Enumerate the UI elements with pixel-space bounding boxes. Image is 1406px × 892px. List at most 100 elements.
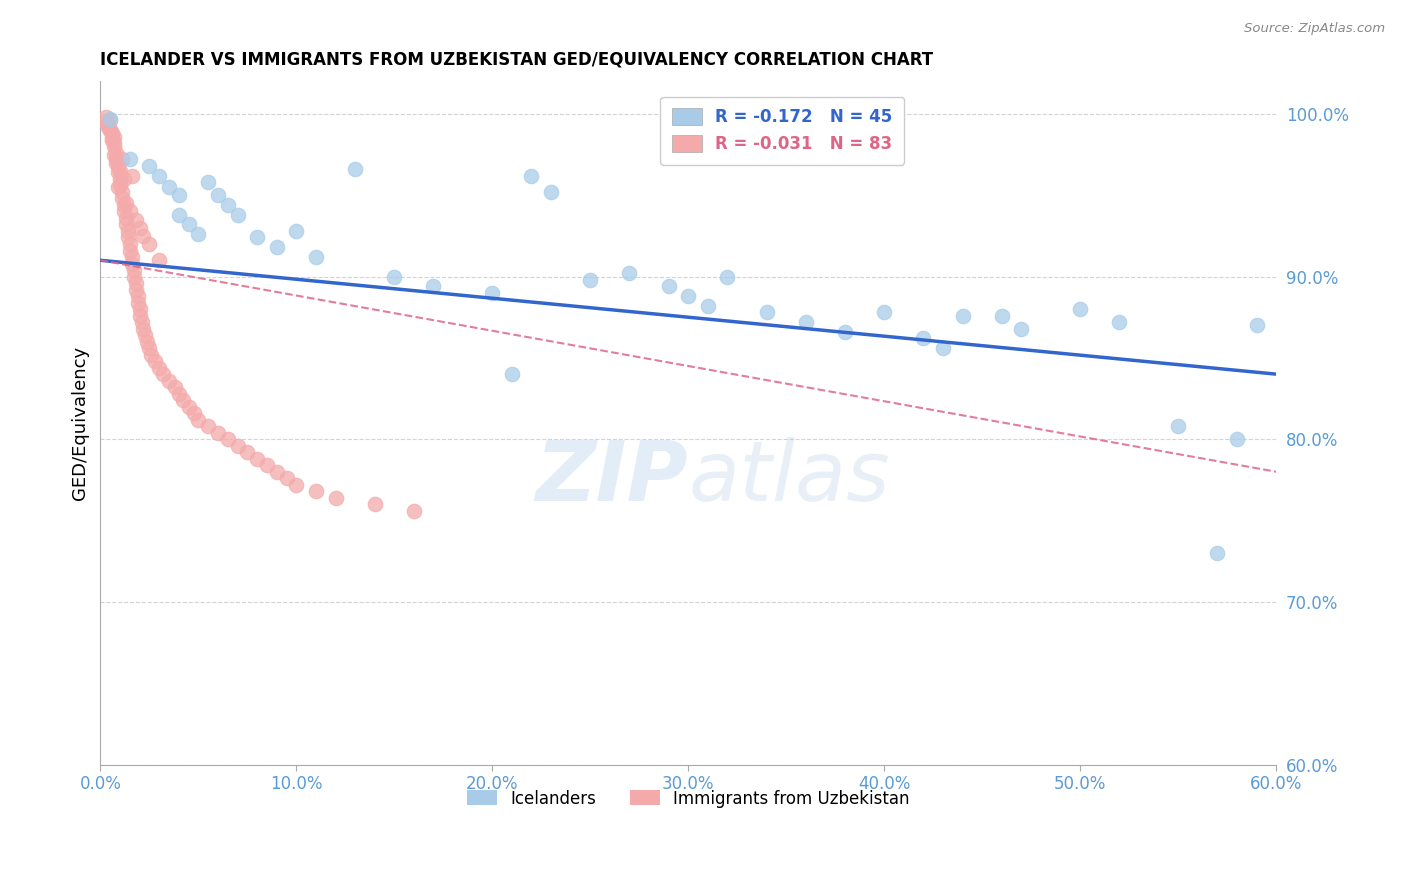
Point — [658, 279, 681, 293]
Point — [1167, 419, 1189, 434]
Point — [127, 289, 149, 303]
Point — [207, 425, 229, 440]
Point — [114, 196, 136, 211]
Point — [118, 204, 141, 219]
Point — [138, 237, 160, 252]
Point — [990, 309, 1012, 323]
Point — [285, 477, 308, 491]
Point — [112, 172, 135, 186]
Point — [98, 123, 121, 137]
Point — [481, 285, 503, 300]
Point — [118, 237, 141, 252]
Point — [107, 159, 129, 173]
Point — [207, 188, 229, 202]
Point — [108, 163, 131, 178]
Point — [98, 113, 121, 128]
Point — [101, 127, 124, 141]
Point — [122, 269, 145, 284]
Point — [97, 117, 120, 131]
Point — [105, 153, 128, 167]
Point — [124, 276, 146, 290]
Point — [305, 250, 328, 264]
Point — [363, 497, 385, 511]
Point — [325, 491, 347, 505]
Point — [157, 180, 180, 194]
Point — [114, 218, 136, 232]
Text: ICELANDER VS IMMIGRANTS FROM UZBEKISTAN GED/EQUIVALENCY CORRELATION CHART: ICELANDER VS IMMIGRANTS FROM UZBEKISTAN … — [100, 51, 934, 69]
Point — [1010, 321, 1032, 335]
Point — [108, 178, 131, 193]
Point — [794, 315, 817, 329]
Point — [172, 393, 194, 408]
Point — [124, 283, 146, 297]
Point — [103, 139, 125, 153]
Point — [834, 325, 856, 339]
Point — [217, 198, 239, 212]
Point — [1069, 301, 1091, 316]
Point — [107, 180, 129, 194]
Point — [143, 354, 166, 368]
Point — [152, 367, 174, 381]
Point — [1108, 315, 1130, 329]
Point — [127, 295, 149, 310]
Text: ZIP: ZIP — [536, 437, 688, 518]
Point — [187, 412, 209, 426]
Point — [932, 341, 955, 355]
Point — [382, 269, 405, 284]
Point — [676, 289, 699, 303]
Point — [97, 120, 120, 134]
Point — [246, 230, 269, 244]
Point — [98, 123, 121, 137]
Point — [217, 432, 239, 446]
Point — [1206, 546, 1229, 560]
Point — [619, 266, 641, 280]
Point — [226, 439, 249, 453]
Point — [118, 153, 141, 167]
Point — [305, 484, 328, 499]
Point — [98, 112, 121, 126]
Legend: Icelanders, Immigrants from Uzbekistan: Icelanders, Immigrants from Uzbekistan — [460, 783, 917, 814]
Point — [128, 309, 150, 323]
Point — [1246, 318, 1268, 333]
Point — [226, 208, 249, 222]
Point — [501, 367, 523, 381]
Point — [138, 159, 160, 173]
Point — [579, 273, 602, 287]
Point — [108, 172, 131, 186]
Point — [134, 328, 156, 343]
Point — [122, 263, 145, 277]
Point — [167, 208, 190, 222]
Point — [540, 185, 562, 199]
Point — [101, 133, 124, 147]
Point — [121, 256, 143, 270]
Point — [138, 341, 160, 355]
Point — [187, 227, 209, 242]
Point — [167, 188, 190, 202]
Point — [118, 244, 141, 258]
Point — [132, 228, 155, 243]
Point — [167, 386, 190, 401]
Point — [256, 458, 278, 473]
Point — [266, 465, 288, 479]
Y-axis label: GED/Equivalency: GED/Equivalency — [72, 346, 89, 500]
Point — [96, 115, 118, 129]
Point — [148, 253, 170, 268]
Point — [141, 348, 163, 362]
Point — [236, 445, 259, 459]
Point — [716, 269, 738, 284]
Point — [696, 299, 718, 313]
Point — [266, 240, 288, 254]
Point — [111, 191, 134, 205]
Point — [112, 198, 135, 212]
Point — [148, 360, 170, 375]
Point — [117, 230, 139, 244]
Point — [148, 169, 170, 183]
Point — [111, 185, 134, 199]
Point — [105, 145, 128, 160]
Point — [344, 162, 367, 177]
Point — [177, 400, 200, 414]
Point — [276, 471, 298, 485]
Point — [157, 374, 180, 388]
Point — [246, 451, 269, 466]
Point — [124, 212, 146, 227]
